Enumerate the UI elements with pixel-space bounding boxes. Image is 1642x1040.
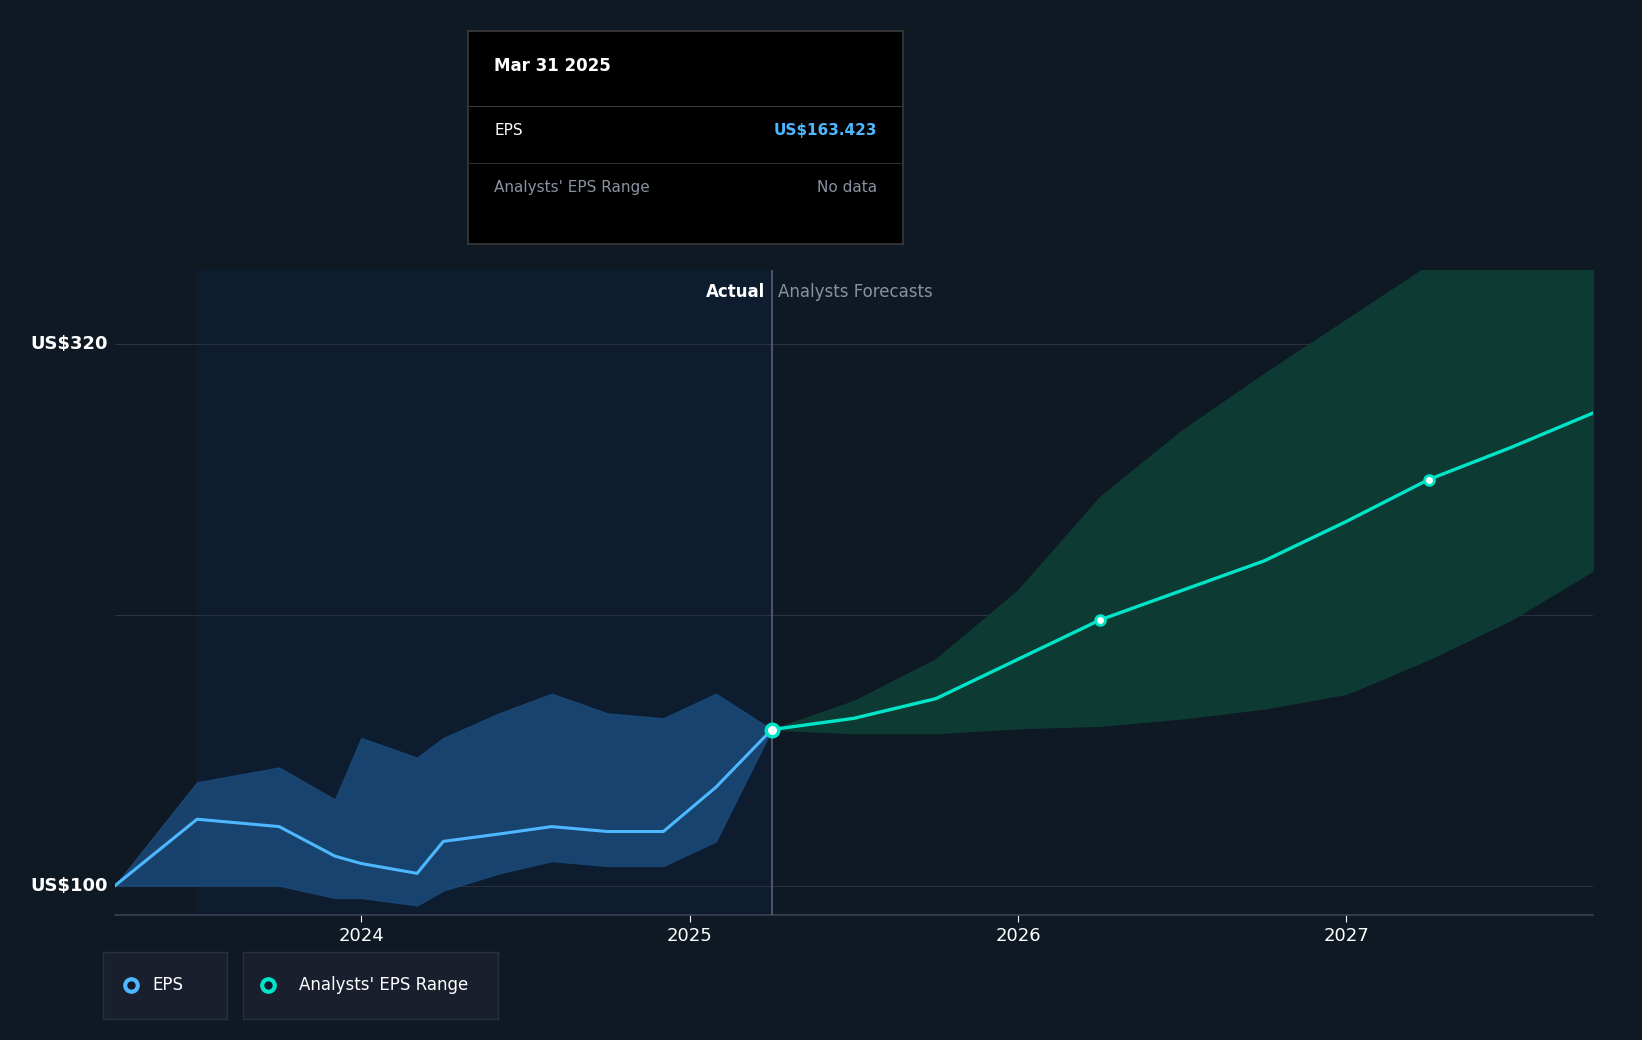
Text: US$100: US$100 bbox=[30, 877, 108, 894]
Text: Analysts Forecasts: Analysts Forecasts bbox=[778, 283, 933, 301]
Text: US$163.423: US$163.423 bbox=[773, 123, 877, 138]
Text: Actual: Actual bbox=[706, 283, 765, 301]
Text: EPS: EPS bbox=[153, 977, 184, 994]
Text: No data: No data bbox=[816, 181, 877, 196]
Text: Mar 31 2025: Mar 31 2025 bbox=[494, 57, 611, 75]
Text: Analysts' EPS Range: Analysts' EPS Range bbox=[494, 181, 650, 196]
Text: US$320: US$320 bbox=[30, 335, 108, 354]
Text: Analysts' EPS Range: Analysts' EPS Range bbox=[299, 977, 468, 994]
Text: EPS: EPS bbox=[494, 123, 522, 138]
